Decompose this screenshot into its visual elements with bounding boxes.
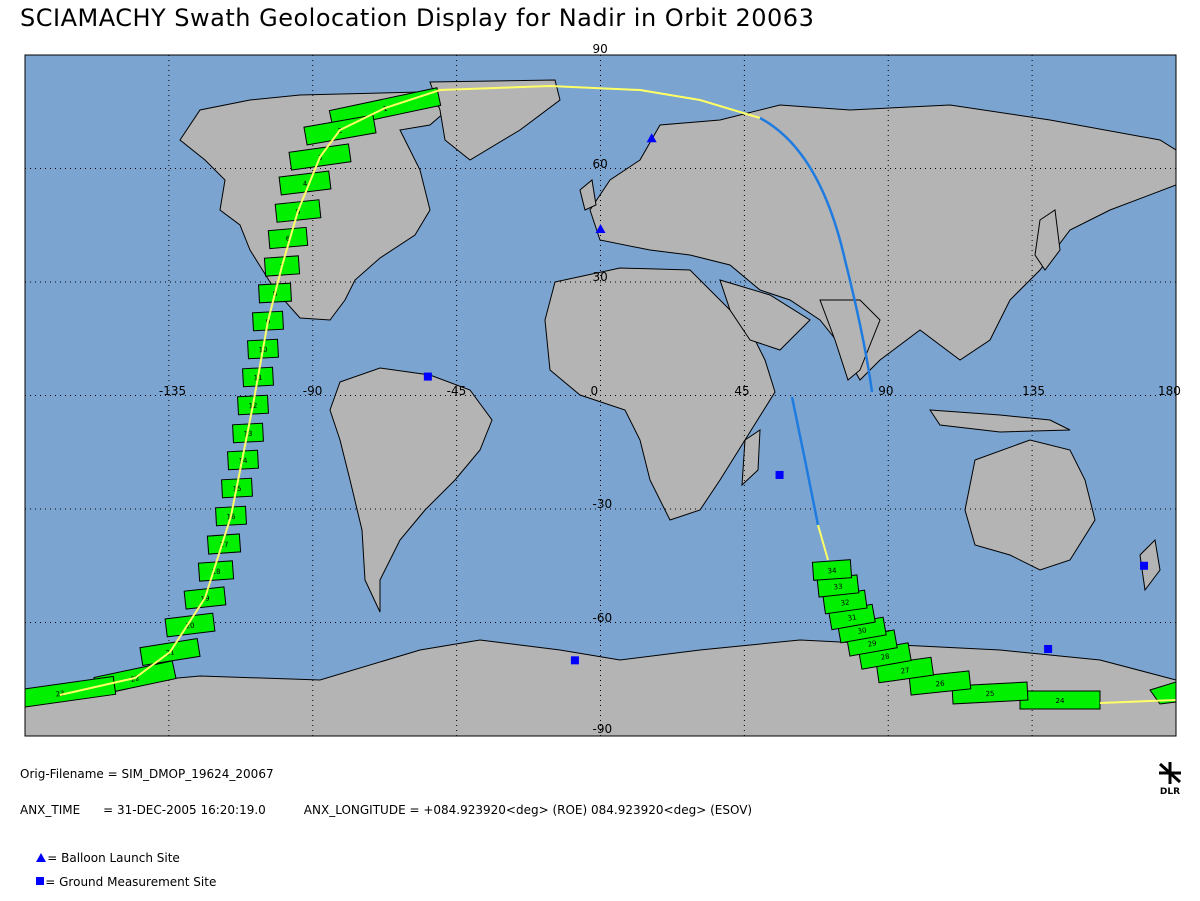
map-frame [24, 54, 1177, 737]
orig-filename: Orig-Filename = SIM_DMOP_19624_20067 [20, 767, 274, 781]
lat-label: -90 [592, 722, 613, 736]
lon-label: -90 [302, 383, 323, 398]
swath-number: 14 [238, 457, 248, 465]
land-indonesia [929, 409, 1071, 433]
swath-number: 20 [185, 621, 195, 630]
track-blue-north [759, 116, 874, 393]
land-uk [579, 179, 597, 211]
lat-label: -30 [592, 497, 613, 511]
land-australia [964, 439, 1096, 571]
land-greenland [429, 79, 561, 161]
swath-number: 27 [900, 666, 910, 675]
swath-segment: 24 [1019, 690, 1101, 710]
ground-measurement-site-icon [775, 470, 784, 479]
land-japan [1034, 209, 1061, 271]
land-masses [25, 79, 1176, 736]
swath-number: 6 [286, 235, 292, 243]
lon-label: 180 [1158, 383, 1181, 398]
land-madagascar [741, 429, 761, 487]
swath-number: 17 [219, 541, 228, 550]
land-africa [544, 267, 776, 521]
anx-longitude: ANX_LONGITUDE = +084.923920<deg> (ROE) 0… [303, 803, 753, 817]
ground-square-icon [36, 877, 45, 885]
balloon-launch-site-icon [595, 224, 606, 234]
swath-number: 4 [302, 180, 308, 189]
track-blue-south [790, 396, 820, 526]
swath-number: 25 [985, 690, 994, 698]
land-new-zealand [1139, 538, 1161, 592]
swath-number: 24 [1056, 697, 1065, 705]
anx-time: ANX_TIME = 31-DEC-2005 16:20:19.0 [20, 803, 266, 817]
lon-label: 135 [1022, 383, 1046, 398]
track-yellow-east [1099, 699, 1176, 704]
swath-segment: 6 [267, 226, 309, 250]
swath-number: 29 [867, 639, 877, 648]
lon-label: 45 [734, 383, 750, 398]
lon-label: 90 [878, 383, 894, 398]
swath-segment: 17 [206, 533, 242, 555]
land-india [819, 299, 881, 381]
swath-segment: 20 [164, 612, 216, 638]
lat-label: 30 [592, 270, 608, 284]
land-eurasia [589, 104, 1176, 381]
swath-number: 34 [827, 567, 837, 576]
balloon-triangle-icon [36, 853, 47, 862]
info-footer: Orig-Filename = SIM_DMOP_19624_20067 ANX… [20, 744, 753, 888]
measurement-sites [423, 133, 1149, 665]
track-yellow-south [817, 524, 829, 561]
lat-label: -60 [592, 610, 613, 625]
dlr-logo: DLR [1158, 762, 1182, 796]
orbit-ground-track [59, 84, 1176, 704]
lon-label: -45 [446, 383, 467, 398]
swath-number: 31 [847, 613, 857, 622]
swath-number: 32 [840, 598, 850, 607]
lon-label: 0 [590, 383, 599, 398]
swath-number: 33 [833, 583, 843, 592]
lon-label: -135 [158, 383, 187, 398]
map-title: SCIAMACHY Swath Geolocation Display for … [20, 4, 815, 32]
ground-measurement-site-icon [570, 656, 579, 665]
legend-ground: = Ground Measurement Site [45, 875, 217, 889]
svg-text:DLR: DLR [1160, 787, 1180, 796]
lat-label: 60 [592, 156, 608, 171]
land-arabia [719, 279, 811, 351]
lat-label: 90 [592, 42, 608, 56]
track-yellow [59, 84, 761, 696]
swath-segment: 26 [908, 670, 972, 696]
swath-segment: 34 [811, 559, 853, 581]
ground-measurement-site-icon [423, 372, 432, 381]
ground-measurement-site-icon [1140, 561, 1149, 570]
swath-number: 30 [857, 626, 867, 635]
legend-balloon: = Balloon Launch Site [47, 851, 180, 865]
swath-number: 18 [211, 568, 220, 577]
swath-number: 28 [880, 652, 890, 661]
world-map: 1234567891011121314151617181920212223242… [24, 54, 1177, 737]
swath-segment-wrap [1149, 681, 1176, 705]
swath-number: 26 [935, 679, 945, 688]
graticule [25, 55, 1176, 736]
balloon-launch-site-icon [646, 133, 657, 143]
ground-measurement-site-icon [1044, 644, 1053, 653]
